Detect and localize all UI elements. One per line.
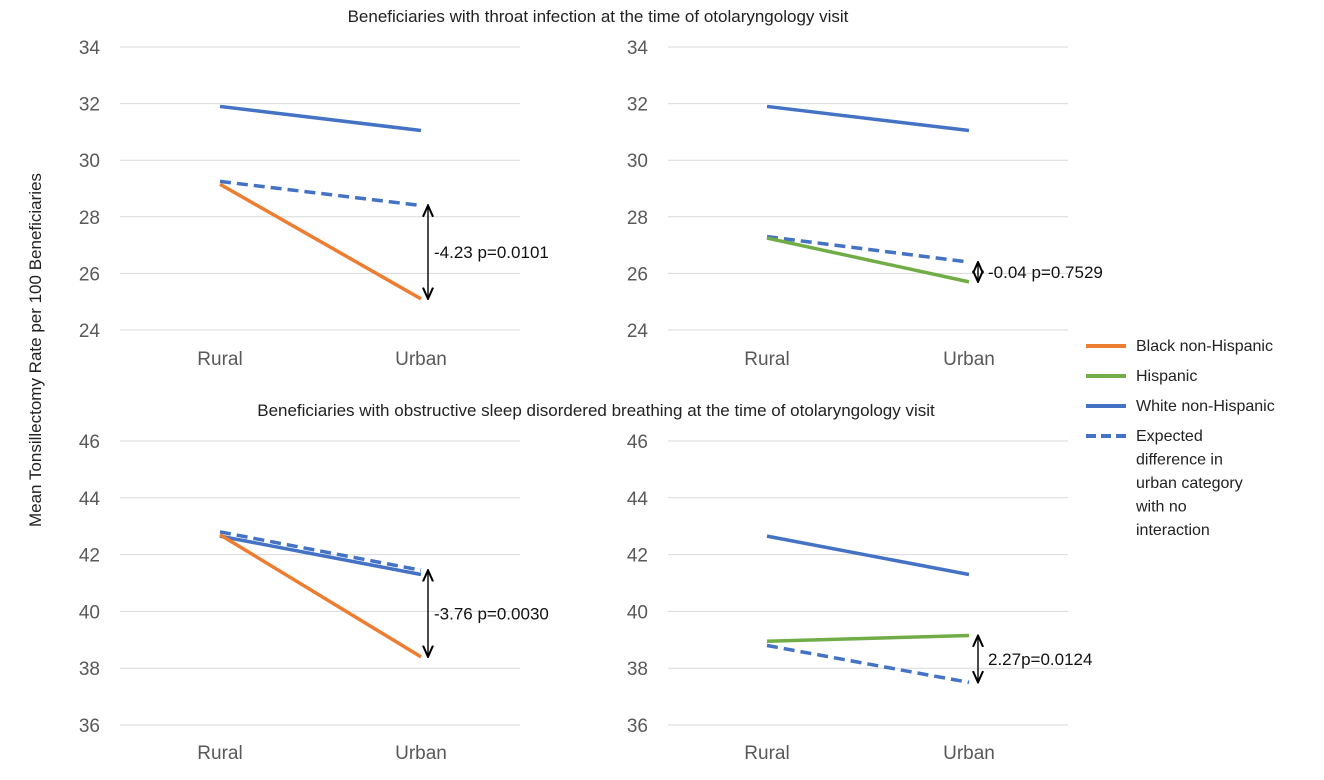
x-category-label: Urban [943,349,995,370]
legend-label: with no [1135,499,1187,516]
series-line-hispanic [766,236,970,284]
top-row-title: Beneficiaries with throat infection at t… [348,7,849,26]
y-tick-label: 42 [627,546,648,567]
series-line-white-non-hispanic [219,104,422,133]
y-tick-label: 34 [79,38,101,59]
y-tick-label: 28 [79,208,100,229]
legend-label: Hispanic [1136,368,1197,385]
y-tick-label: 26 [627,264,648,285]
y-tick-label: 38 [79,659,100,680]
chart-osdb-black: 36 38 40 42 44 46 Rural Urban -3.76 p=0.0030 [79,432,549,764]
difference-annotation: -4.23 p=0.0101 [434,243,549,262]
x-category-label: Urban [943,743,995,764]
series-line-white-non-hispanic [766,104,970,133]
y-tick-label: 24 [79,321,101,342]
y-tick-label: 44 [627,489,649,510]
chart-throat-black: 24 26 28 30 32 34 Rural Urban -4.23 p=0.0101 [79,38,549,370]
y-tick-label: 32 [79,95,100,116]
legend-label: Expected [1136,428,1203,445]
y-axis-label: Mean Tonsillectomy Rate per 100 Benefici… [26,173,45,527]
chart-osdb-hispanic: 36 38 40 42 44 46 Rural Urban 2.27p=0.0124 [627,432,1093,764]
x-category-label: Urban [395,349,447,370]
y-tick-label: 46 [627,432,648,453]
series-line-expected-difference-in-urban-category-with-no-interaction [219,530,422,572]
y-tick-label: 26 [79,264,100,285]
legend-label: interaction [1136,522,1210,539]
x-category-label: Rural [197,743,242,764]
y-tick-label: 28 [627,208,648,229]
y-tick-label: 38 [627,659,648,680]
legend: Black non-Hispanic Hispanic White non-Hisp… [1086,338,1275,539]
y-tick-label: 30 [627,151,648,172]
legend-label: difference in [1136,452,1223,469]
x-category-label: Rural [744,349,789,370]
x-category-label: Urban [395,743,447,764]
chart-throat-hispanic: 24 26 28 30 32 34 Rural Urban -0.04 p=0.7529 [627,38,1103,370]
y-tick-label: 40 [627,602,648,623]
y-tick-label: 36 [79,716,100,737]
legend-label: Black non-Hispanic [1136,338,1273,355]
difference-annotation: -0.04 p=0.7529 [988,263,1103,282]
difference-annotation: 2.27p=0.0124 [988,650,1092,669]
legend-label: White non-Hispanic [1136,398,1275,415]
y-tick-label: 36 [627,716,648,737]
series-line-white-non-hispanic [766,534,970,577]
y-tick-label: 42 [79,546,100,567]
y-tick-label: 40 [79,602,100,623]
y-tick-label: 30 [79,151,100,172]
y-tick-label: 44 [79,489,101,510]
y-tick-label: 24 [627,321,649,342]
legend-label: urban category [1136,475,1243,492]
difference-annotation: -3.76 p=0.0030 [434,605,549,624]
x-category-label: Rural [744,743,789,764]
series-line-expected-difference-in-urban-category-with-no-interaction [766,643,970,685]
y-tick-label: 34 [627,38,649,59]
series-line-white-non-hispanic [219,534,422,577]
x-category-label: Rural [197,349,242,370]
series-line-black-non-hispanic [219,182,422,301]
series-line-hispanic [766,633,970,643]
bottom-row-title: Beneficiaries with obstructive sleep dis… [257,401,935,420]
chart-panels: 24 26 28 30 32 34 Rural Urban -4.23 p=0.0101 24 26… [79,38,1103,764]
y-tick-label: 32 [627,95,648,116]
y-tick-label: 46 [79,432,100,453]
series-line-black-non-hispanic [219,533,422,659]
